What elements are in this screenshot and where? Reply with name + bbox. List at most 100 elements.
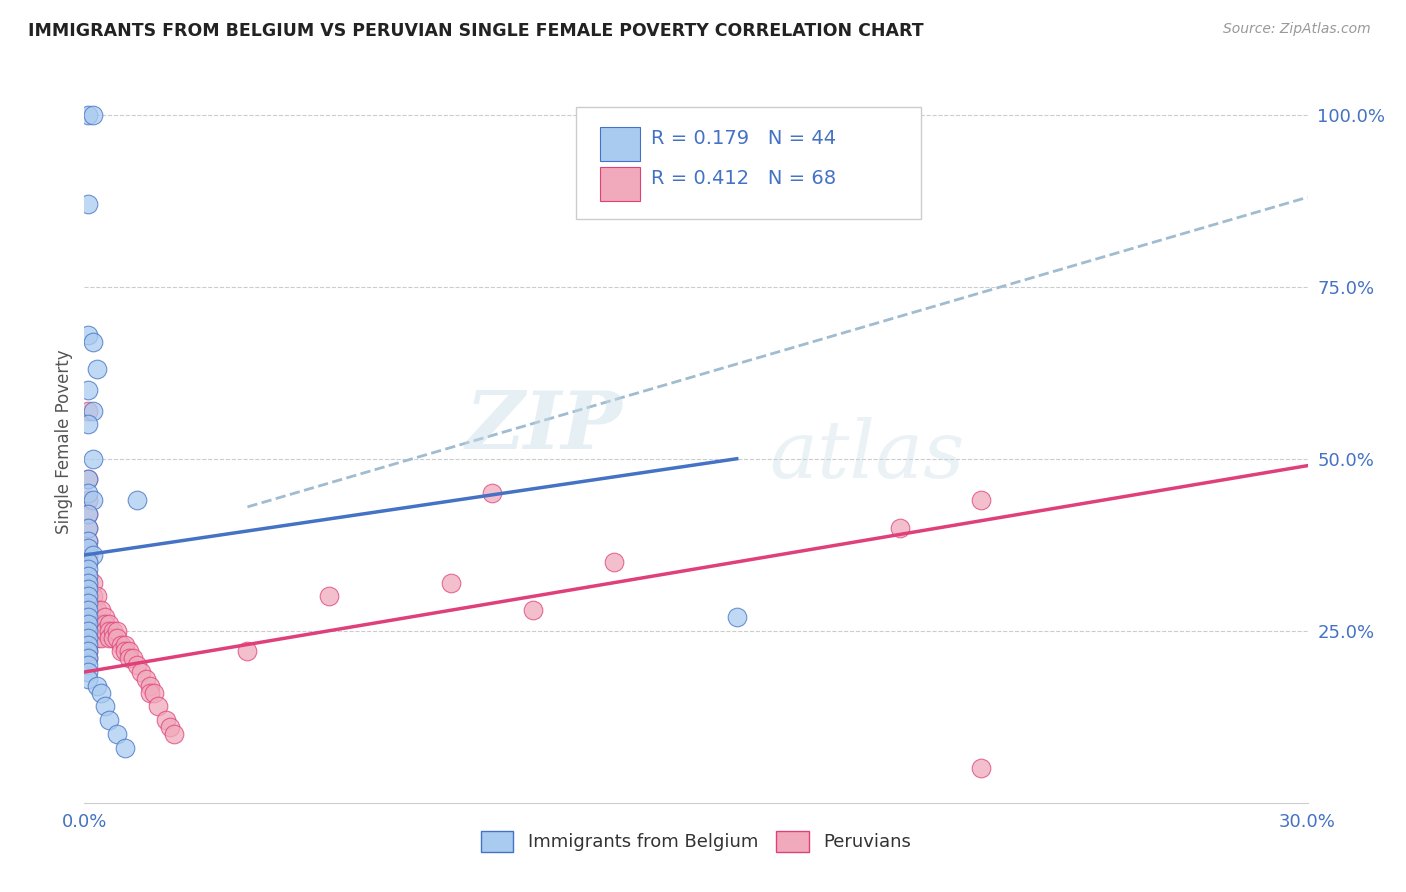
Point xyxy=(77,555,100,569)
Point xyxy=(90,616,112,631)
Point xyxy=(77,624,100,638)
Point xyxy=(118,644,141,658)
Point xyxy=(110,638,132,652)
Point xyxy=(82,603,104,617)
Point xyxy=(90,631,112,645)
Text: atlas: atlas xyxy=(769,417,965,495)
Text: ZIP: ZIP xyxy=(465,388,623,466)
Point xyxy=(110,644,132,658)
Point xyxy=(101,631,124,645)
Point xyxy=(97,616,120,631)
Point xyxy=(97,713,120,727)
Point xyxy=(77,534,100,549)
Point xyxy=(82,108,104,122)
Point xyxy=(77,651,100,665)
Y-axis label: Single Female Poverty: Single Female Poverty xyxy=(55,350,73,533)
Point xyxy=(77,472,100,486)
Point xyxy=(131,665,153,679)
Point xyxy=(138,686,160,700)
Point xyxy=(77,596,100,610)
Point xyxy=(105,727,128,741)
Point xyxy=(77,590,100,604)
Text: Source: ZipAtlas.com: Source: ZipAtlas.com xyxy=(1223,22,1371,37)
Point xyxy=(77,534,100,549)
Point xyxy=(889,520,911,534)
Text: R = 0.179   N = 44: R = 0.179 N = 44 xyxy=(651,129,837,148)
Point xyxy=(77,616,100,631)
Point xyxy=(82,403,104,417)
Point xyxy=(90,603,112,617)
Point xyxy=(90,686,112,700)
Point xyxy=(77,631,100,645)
Point xyxy=(77,575,100,590)
Point xyxy=(82,575,104,590)
Point xyxy=(86,616,108,631)
Point xyxy=(97,631,120,645)
Point xyxy=(77,590,100,604)
Point xyxy=(93,699,115,714)
Point xyxy=(77,658,100,673)
Legend: Immigrants from Belgium, Peruvians: Immigrants from Belgium, Peruvians xyxy=(474,823,918,859)
Point xyxy=(77,631,100,645)
Point xyxy=(77,472,100,486)
Point xyxy=(77,507,100,521)
Point xyxy=(97,624,120,638)
Point xyxy=(77,575,100,590)
Point xyxy=(77,610,100,624)
Point xyxy=(82,616,104,631)
Point xyxy=(970,761,993,775)
Point xyxy=(970,493,993,508)
Point xyxy=(86,362,108,376)
Text: R = 0.412   N = 68: R = 0.412 N = 68 xyxy=(651,169,837,188)
Point xyxy=(77,108,100,122)
Point xyxy=(127,658,149,673)
Point xyxy=(77,568,100,582)
Point xyxy=(77,541,100,556)
Point xyxy=(77,644,100,658)
Point xyxy=(101,624,124,638)
Point xyxy=(481,486,503,500)
Point xyxy=(114,740,136,755)
Point xyxy=(725,610,748,624)
Point xyxy=(77,197,100,211)
Point xyxy=(114,638,136,652)
Point xyxy=(77,507,100,521)
Point xyxy=(77,651,100,665)
Point xyxy=(77,493,100,508)
Point xyxy=(93,616,115,631)
Point xyxy=(82,493,104,508)
Point xyxy=(77,520,100,534)
Point xyxy=(159,720,181,734)
Point xyxy=(127,493,149,508)
Point xyxy=(118,651,141,665)
Point xyxy=(86,679,108,693)
Point xyxy=(77,403,100,417)
Point xyxy=(77,486,100,500)
Point xyxy=(77,638,100,652)
Point xyxy=(77,596,100,610)
Point xyxy=(318,590,340,604)
Point xyxy=(122,651,145,665)
Point xyxy=(77,672,100,686)
Point xyxy=(77,610,100,624)
Point xyxy=(105,631,128,645)
Point xyxy=(440,575,463,590)
Point xyxy=(77,555,100,569)
Point xyxy=(146,699,169,714)
Point xyxy=(86,590,108,604)
Point xyxy=(86,603,108,617)
Point xyxy=(155,713,177,727)
Point xyxy=(603,555,626,569)
Point xyxy=(236,644,259,658)
Point xyxy=(142,686,165,700)
Point xyxy=(77,644,100,658)
Point xyxy=(77,624,100,638)
Point xyxy=(77,582,100,597)
Point xyxy=(77,665,100,679)
Point xyxy=(77,562,100,576)
Point xyxy=(135,672,157,686)
Point xyxy=(77,383,100,397)
Text: IMMIGRANTS FROM BELGIUM VS PERUVIAN SINGLE FEMALE POVERTY CORRELATION CHART: IMMIGRANTS FROM BELGIUM VS PERUVIAN SING… xyxy=(28,22,924,40)
Point xyxy=(105,624,128,638)
Point xyxy=(82,334,104,349)
